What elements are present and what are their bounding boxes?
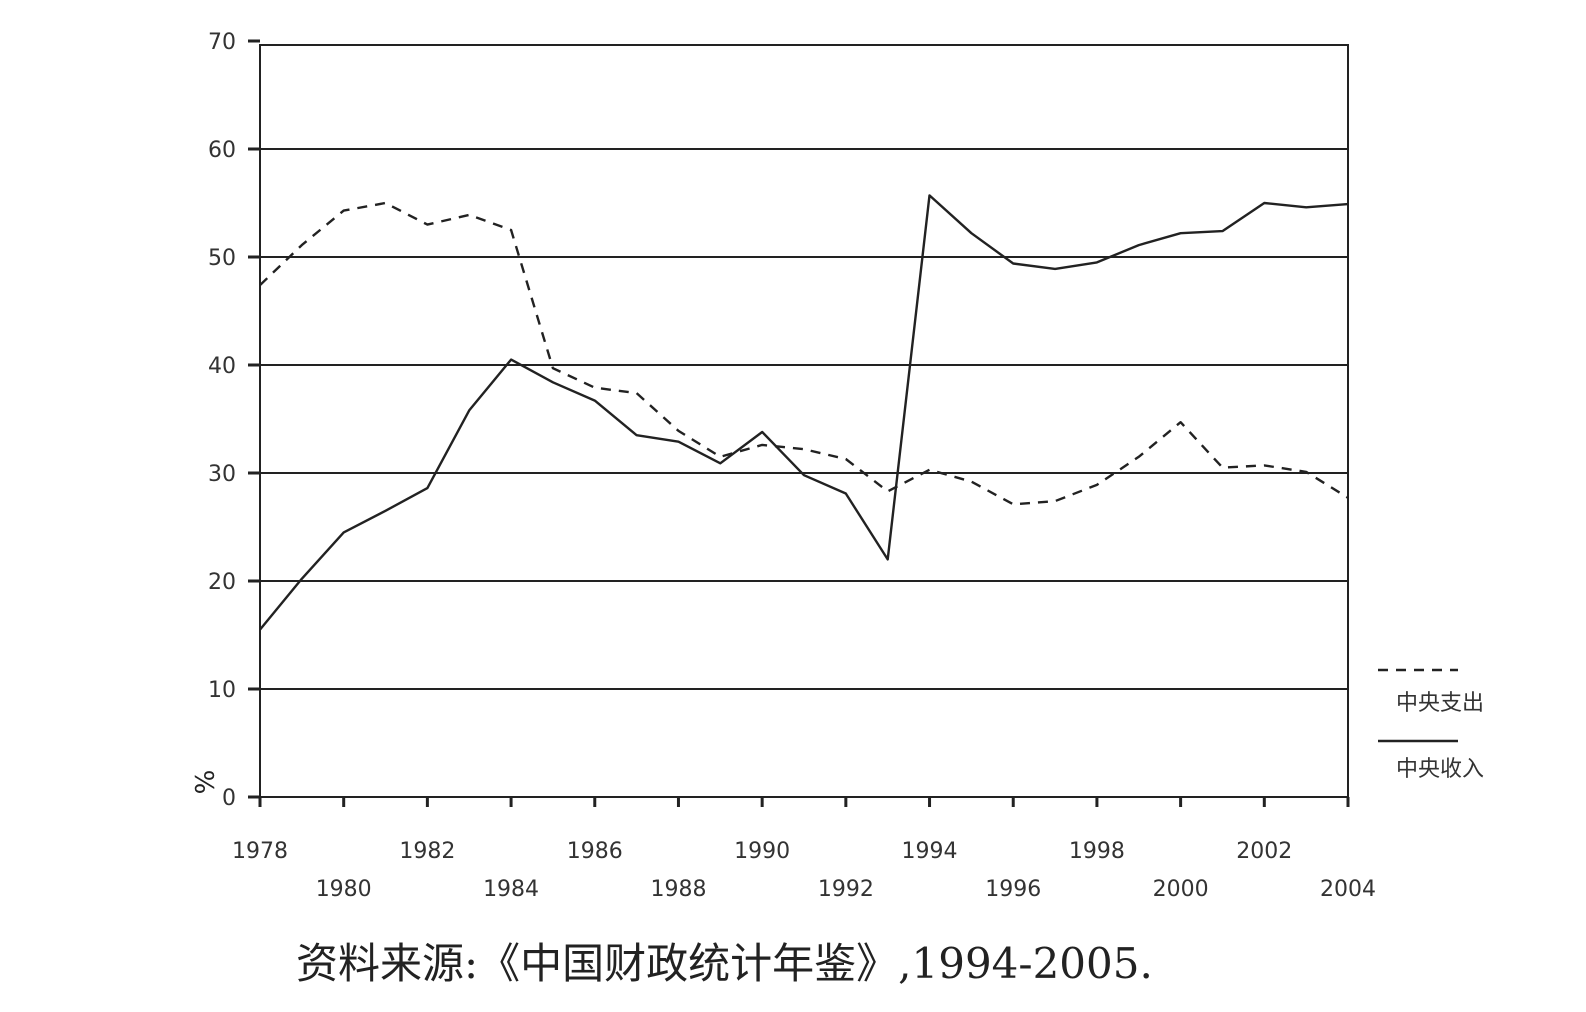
x-tick-label: 1978 bbox=[232, 839, 288, 864]
legend-label: 中央支出 bbox=[1396, 691, 1484, 716]
x-tick-label: 1986 bbox=[567, 839, 623, 864]
axes: 0 10 20 30 40 50 60 70 1978 1982 1986 1990 1994 1998 2… bbox=[208, 30, 1376, 902]
x-tick-label: 1990 bbox=[734, 839, 790, 864]
y-tick-label: 0 bbox=[222, 786, 236, 811]
x-tick-label: 2002 bbox=[1236, 839, 1292, 864]
x-tick-label: 1982 bbox=[399, 839, 455, 864]
x-tick-label: 1998 bbox=[1069, 839, 1125, 864]
x-tick-label: 1996 bbox=[985, 877, 1041, 902]
x-tick-label: 1988 bbox=[650, 877, 706, 902]
x-tick-label: 2004 bbox=[1320, 877, 1376, 902]
x-tick-label: 2000 bbox=[1153, 877, 1209, 902]
y-tick-label: 20 bbox=[208, 570, 236, 595]
series-line-revenue bbox=[259, 194, 1349, 631]
legend-label: 中央收入 bbox=[1396, 757, 1484, 782]
series-lines bbox=[259, 194, 1349, 631]
y-tick-label: 70 bbox=[208, 30, 236, 55]
source-note: 资料来源:《中国财政统计年鉴》,1994-2005. bbox=[296, 939, 1153, 988]
y-tick-label: 50 bbox=[208, 246, 236, 271]
series-line-expenditure bbox=[259, 201, 1349, 506]
gridlines bbox=[260, 148, 1348, 690]
x-tick-label: 1984 bbox=[483, 877, 539, 902]
y-tick-label: 60 bbox=[208, 138, 236, 163]
x-tick-label: 1980 bbox=[316, 877, 372, 902]
plot-frame bbox=[259, 44, 1349, 798]
y-tick-label: 30 bbox=[208, 462, 236, 487]
y-tick-label: 10 bbox=[208, 678, 236, 703]
x-tick-label: 1994 bbox=[902, 839, 958, 864]
y-axis-label: % bbox=[191, 770, 221, 795]
y-tick-label: 40 bbox=[208, 354, 236, 379]
x-tick-label: 1992 bbox=[818, 877, 874, 902]
